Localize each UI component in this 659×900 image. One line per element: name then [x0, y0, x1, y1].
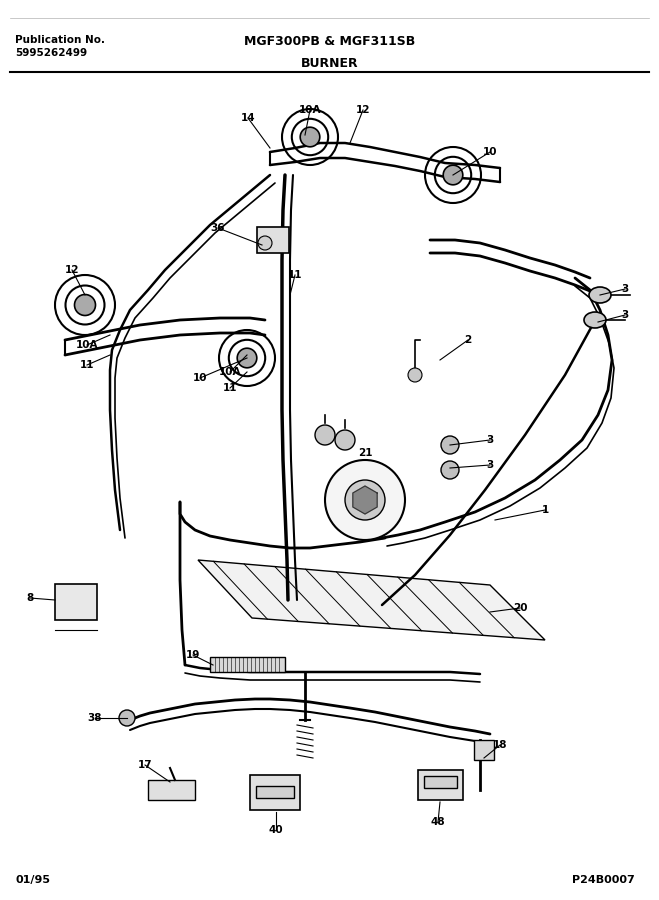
Polygon shape [353, 486, 377, 514]
Text: 1: 1 [542, 505, 549, 515]
Text: 10A: 10A [219, 367, 241, 377]
Text: 10A: 10A [76, 340, 98, 350]
Bar [210, 657, 285, 672]
Circle shape [119, 710, 135, 726]
Ellipse shape [589, 287, 611, 303]
Text: 3: 3 [621, 310, 629, 320]
Circle shape [74, 294, 96, 316]
Bar [474, 740, 494, 760]
Circle shape [325, 460, 405, 540]
Bar [418, 770, 463, 800]
Circle shape [441, 461, 459, 479]
Circle shape [441, 436, 459, 454]
Bar [250, 775, 300, 810]
Text: 19: 19 [186, 650, 200, 660]
Text: 10: 10 [192, 373, 207, 383]
Text: P24B0007: P24B0007 [572, 875, 635, 885]
Polygon shape [198, 560, 545, 640]
Text: 36: 36 [211, 223, 225, 233]
Text: 11: 11 [223, 383, 237, 393]
Text: 3: 3 [486, 460, 494, 470]
Circle shape [408, 368, 422, 382]
Text: 20: 20 [513, 603, 527, 613]
Text: 2: 2 [465, 335, 472, 345]
Text: 10: 10 [483, 147, 498, 157]
Text: 18: 18 [493, 740, 507, 750]
Text: 11: 11 [80, 360, 94, 370]
Text: 40: 40 [269, 825, 283, 835]
Text: 17: 17 [138, 760, 152, 770]
Text: Publication No.: Publication No. [15, 35, 105, 45]
Ellipse shape [584, 312, 606, 328]
Text: 14: 14 [241, 113, 255, 123]
Text: 3: 3 [621, 284, 629, 294]
Circle shape [345, 480, 385, 520]
Text: 11: 11 [288, 270, 302, 280]
Bar [257, 227, 289, 253]
Bar [55, 584, 97, 620]
Circle shape [258, 236, 272, 250]
Polygon shape [148, 780, 195, 800]
Circle shape [301, 127, 320, 147]
Text: 3: 3 [486, 435, 494, 445]
Circle shape [315, 425, 335, 445]
Circle shape [237, 348, 257, 368]
Text: 12: 12 [65, 265, 79, 275]
Text: 21: 21 [358, 448, 372, 458]
Text: 48: 48 [431, 817, 445, 827]
Text: 8: 8 [26, 593, 34, 603]
Text: MGF300PB & MGF311SB: MGF300PB & MGF311SB [244, 35, 416, 48]
Text: 38: 38 [88, 713, 102, 723]
Bar [424, 776, 457, 788]
Text: 5995262499: 5995262499 [15, 48, 87, 58]
Circle shape [335, 430, 355, 450]
Circle shape [444, 166, 463, 184]
Text: 12: 12 [356, 105, 370, 115]
Text: BURNER: BURNER [301, 57, 358, 70]
Bar [256, 786, 294, 798]
Text: 10A: 10A [299, 105, 321, 115]
Text: 01/95: 01/95 [15, 875, 50, 885]
